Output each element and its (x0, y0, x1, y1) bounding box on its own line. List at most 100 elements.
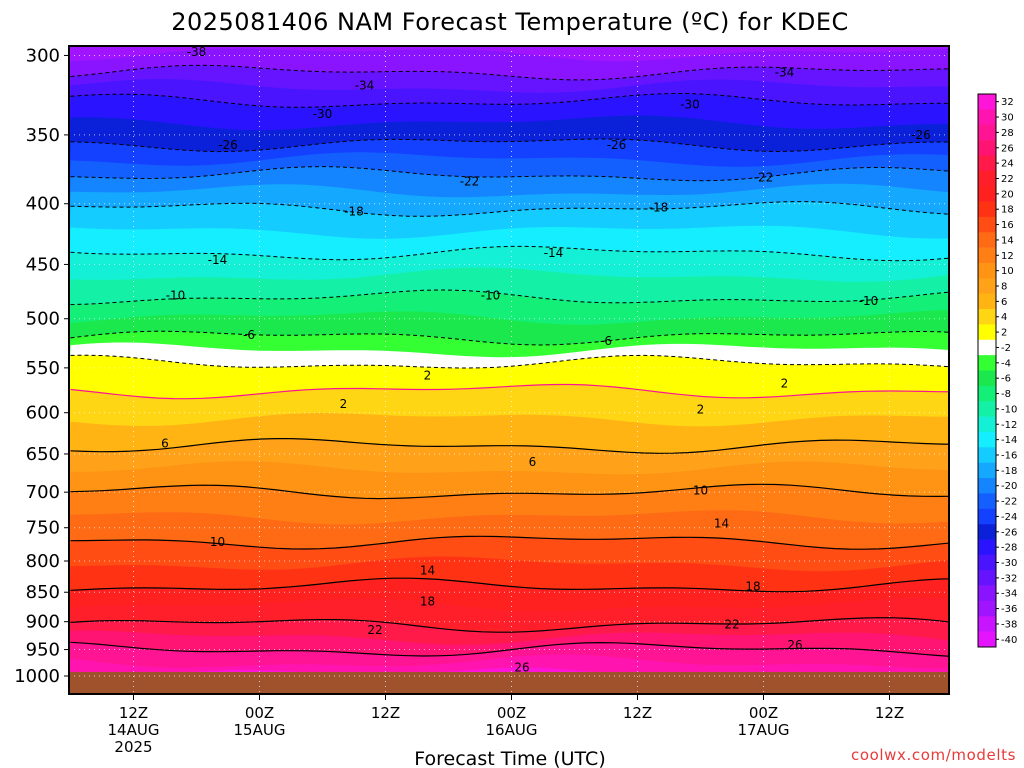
colorbar-label: -6 (1001, 374, 1011, 385)
colorbar-label: 10 (1001, 266, 1014, 277)
colorbar-swatch (978, 339, 996, 356)
x-tick-label: 2025 (114, 738, 152, 756)
y-tick-label: 950 (26, 640, 60, 661)
isotherm-line (70, 641, 949, 657)
colorbar-label: -26 (1001, 527, 1017, 538)
isotherm-line (70, 93, 949, 108)
colorbar-swatch (978, 109, 996, 126)
colorbar-swatch (978, 140, 996, 156)
colorbar-label: 8 (1001, 282, 1007, 293)
colorbar-label: 4 (1001, 312, 1007, 323)
contour-label: -6 (600, 334, 612, 348)
colorbar-label: 28 (1001, 128, 1014, 139)
colorbar-label: 6 (1001, 297, 1007, 308)
colorbar-swatch (978, 262, 996, 279)
colorbar-swatch (978, 401, 996, 417)
colorbar-swatch (978, 216, 996, 233)
colorbar-swatch (978, 155, 996, 172)
isotherm-line (70, 438, 949, 454)
colorbar-label: 18 (1001, 205, 1014, 216)
colorbar-swatch (978, 186, 996, 202)
colorbar-label: -2 (1001, 343, 1011, 354)
isotherm-line (70, 289, 949, 306)
colorbar-label: -8 (1001, 389, 1011, 400)
colorbar-swatch (978, 631, 996, 648)
plot-frame (68, 45, 950, 695)
colorbar-label: -20 (1001, 481, 1017, 492)
colorbar-swatch (978, 355, 996, 371)
contour-label: 2 (340, 397, 348, 411)
colorbar-swatch (978, 585, 996, 602)
colorbar-swatch (978, 524, 996, 540)
x-tick-label: 17AUG (738, 721, 790, 739)
colorbar-label: -30 (1001, 558, 1017, 569)
contour-label: -26 (218, 138, 238, 152)
colorbar-swatch (978, 447, 996, 463)
contour-label: -14 (208, 253, 228, 267)
colorbar-swatch (978, 416, 996, 433)
colorbar-label: -14 (1001, 435, 1017, 446)
y-tick-label: 450 (26, 254, 60, 275)
colorbar-frame (977, 93, 997, 648)
colorbar-label: 14 (1001, 235, 1014, 246)
isotherm-line (70, 138, 949, 153)
contour-lines (70, 64, 949, 657)
contour-label: -14 (544, 246, 564, 260)
colorbar-swatch (978, 385, 996, 402)
colorbar-swatch (978, 539, 996, 556)
colorbar-swatch (978, 170, 996, 187)
colorbar-label: -24 (1001, 512, 1017, 523)
colorbar-label: 16 (1001, 220, 1014, 231)
colorbar-swatch (978, 493, 996, 510)
x-tick-label: 14AUG (108, 721, 160, 739)
colorbar-label: -36 (1001, 604, 1017, 615)
isotherm-line (70, 577, 949, 593)
colorbar-label: -12 (1001, 420, 1017, 431)
colorbar-label: -4 (1001, 358, 1011, 369)
contour-label: -22 (754, 170, 774, 184)
colorbar-label: 12 (1001, 251, 1014, 262)
y-tick-label: 800 (26, 551, 60, 572)
y-tick-label: 750 (26, 518, 60, 539)
credit-link[interactable]: coolwx.com/modelts (851, 746, 1016, 764)
contour-label: 18 (745, 580, 760, 594)
contour-label: 14 (714, 517, 729, 531)
contour-label: 6 (161, 437, 169, 451)
colorbar-swatch (978, 554, 996, 571)
x-tick-label: 16AUG (486, 721, 538, 739)
ground-fill (69, 672, 949, 694)
colorbar-swatch (978, 324, 996, 341)
contour-label: -10 (481, 289, 501, 303)
contour-label: 14 (420, 564, 435, 578)
colorbar-swatch (978, 616, 996, 632)
y-tick-label: 500 (26, 309, 60, 330)
y-tick-label: 350 (26, 125, 60, 146)
isotherm-line (70, 617, 949, 633)
colorbar-label: -34 (1001, 589, 1017, 600)
colorbar-swatch (978, 278, 996, 294)
x-tick-label: 00Z (245, 704, 274, 722)
contour-label: 6 (529, 455, 537, 469)
y-tick-label: 900 (26, 612, 60, 633)
x-tick-label: 00Z (749, 704, 778, 722)
plot-area: -54-50-50-50-46-46-46-42-42-42-38-38-38-… (69, 45, 973, 694)
contour-label: 2 (424, 368, 432, 382)
y-tick-label: 850 (26, 582, 60, 603)
contour-label: -14 (953, 240, 973, 254)
colorbar-swatch (978, 201, 996, 218)
colorbar-label: -22 (1001, 497, 1017, 508)
contour-label: 10 (693, 484, 708, 498)
colorbar-label: 22 (1001, 174, 1014, 185)
contour-label: -34 (355, 78, 375, 92)
y-tick-label: 1000 (14, 666, 60, 687)
isotherm-line (70, 330, 949, 346)
isotherm-line (70, 354, 949, 369)
contour-label: -38 (187, 45, 207, 59)
contour-label: 10 (210, 535, 225, 549)
x-axis-title: Forecast Time (UTC) (414, 748, 605, 768)
colorbar-swatch (978, 247, 996, 264)
colorbar-label: -32 (1001, 573, 1017, 584)
contour-label: 22 (724, 618, 739, 632)
x-tick-label: 12Z (119, 704, 148, 722)
contour-labels: -54-50-50-50-46-46-46-42-42-42-38-38-38-… (161, 45, 973, 675)
